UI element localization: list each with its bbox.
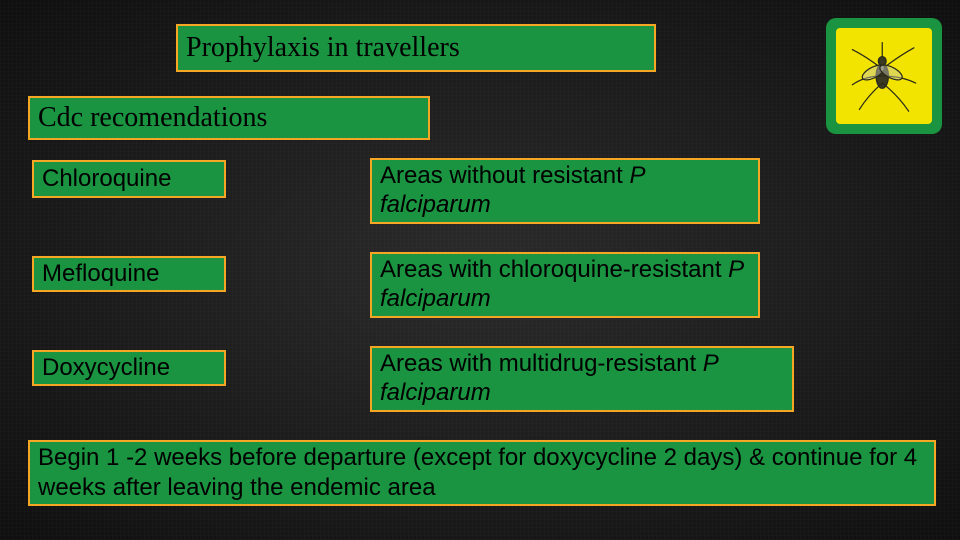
area-box-mefloquine: Areas with chloroquine-resistant P falci…: [370, 252, 760, 318]
drug-label: Chloroquine: [42, 165, 171, 193]
drug-label: Doxycycline: [42, 354, 170, 382]
footer-text: Begin 1 -2 weeks before departure (excep…: [38, 443, 926, 503]
footer-note: Begin 1 -2 weeks before departure (excep…: [28, 440, 936, 506]
slide-subtitle-text: Cdc recomendations: [38, 102, 267, 134]
drug-box-doxycycline: Doxycycline: [32, 350, 226, 386]
mosquito-icon: [840, 32, 928, 120]
drug-box-chloroquine: Chloroquine: [32, 160, 226, 198]
drug-label: Mefloquine: [42, 260, 159, 288]
area-text: Areas with multidrug-resistant P falcipa…: [380, 350, 784, 408]
slide-title: Prophylaxis in travellers: [176, 24, 656, 72]
drug-box-mefloquine: Mefloquine: [32, 256, 226, 292]
area-text: Areas with chloroquine-resistant P falci…: [380, 256, 750, 314]
slide-title-text: Prophylaxis in travellers: [186, 32, 460, 64]
slide-subtitle: Cdc recomendations: [28, 96, 430, 140]
area-pre: Areas with multidrug-resistant: [380, 350, 703, 377]
area-pre: Areas with chloroquine-resistant: [380, 256, 728, 283]
area-text: Areas without resistant P falciparum: [380, 162, 750, 220]
icon-background: [836, 28, 932, 124]
area-box-doxycycline: Areas with multidrug-resistant P falcipa…: [370, 346, 794, 412]
area-pre: Areas without resistant: [380, 162, 629, 189]
icon-frame: [826, 18, 942, 134]
area-box-chloroquine: Areas without resistant P falciparum: [370, 158, 760, 224]
